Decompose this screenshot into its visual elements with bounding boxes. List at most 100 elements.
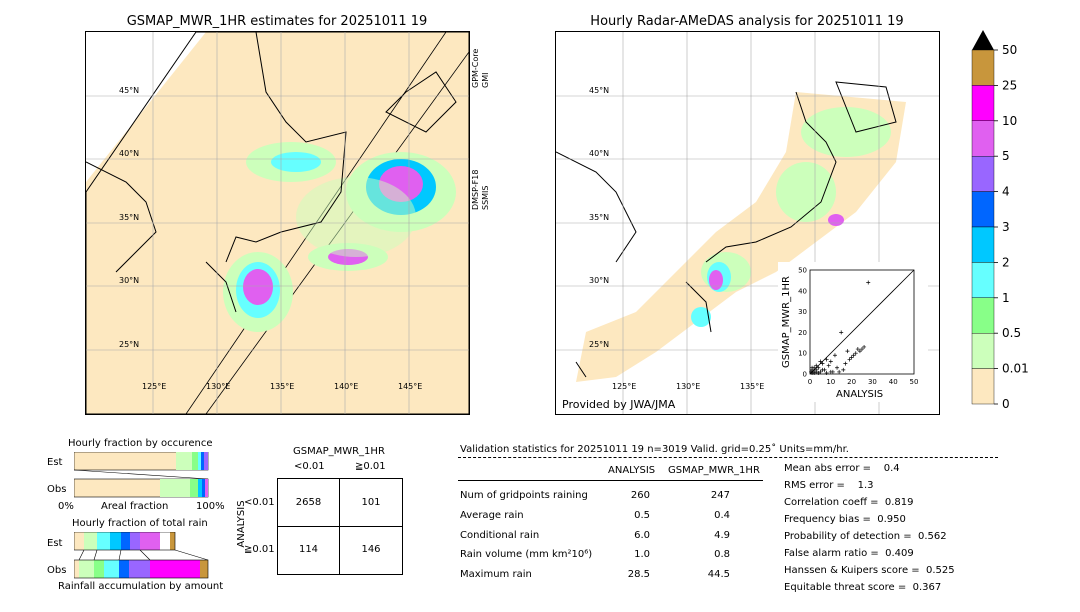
colorbar: 50 25 10 5 4 3 2 1 0.5 0.01 0 <box>971 30 1029 411</box>
colorbar-overflow-triangle <box>972 30 994 50</box>
colorbar-segment <box>971 368 995 405</box>
scatter-point <box>866 280 871 285</box>
scatter-point <box>849 355 854 360</box>
colorbar-label: 50 <box>1002 43 1017 57</box>
scatter-point <box>845 349 850 354</box>
frac-occ-title: Hourly fraction by occurence <box>68 438 213 449</box>
right-lat-label: 25°N <box>589 340 610 349</box>
ct-cell: 114 <box>298 544 319 555</box>
scatter-ytick: 10 <box>798 350 807 358</box>
scatter-point <box>832 353 837 358</box>
colorbar-label: 25 <box>1002 78 1017 92</box>
scatter-point <box>862 344 867 349</box>
colorbar-label: 0 <box>1002 397 1010 411</box>
colorbar-segment <box>971 262 995 298</box>
scatter-point <box>843 361 848 366</box>
colorbar-segment <box>971 226 995 263</box>
frac-occ-xr: 100% <box>196 501 225 512</box>
scatter-ytick: 40 <box>798 287 807 295</box>
scatter-ytick: 0 <box>803 371 807 379</box>
scatter-point <box>835 365 840 370</box>
scatter-xtick: 10 <box>826 378 835 386</box>
left-lat-label: 35°N <box>119 213 140 222</box>
right-lon-label: 135°E <box>740 382 765 391</box>
colorbar-segment <box>971 333 995 369</box>
val-row-label: Maximum rain <box>460 569 532 580</box>
sat-label-1a: GPM-Core <box>471 48 480 88</box>
scatter-xtick: 30 <box>868 378 877 386</box>
score: False alarm ratio = 0.409 <box>784 548 914 559</box>
ct-row-1: <0.01 <box>244 497 275 508</box>
scatter-point <box>812 365 817 370</box>
val-row-g: 247 <box>710 490 730 501</box>
val-row-label: Conditional rain <box>460 530 540 541</box>
frac-tot-row-est: Est <box>47 538 63 549</box>
colorbar-segment <box>971 49 995 86</box>
scatter-xtick: 20 <box>847 378 856 386</box>
colorbar-label: 4 <box>1002 185 1010 199</box>
scatter-point <box>837 369 842 374</box>
ct-cell: 101 <box>361 497 381 508</box>
left-lat-label: 30°N <box>119 276 140 285</box>
scatter-ytick: 50 <box>798 267 807 275</box>
ct-col-2: ≧0.01 <box>355 461 386 472</box>
val-row-a: 260 <box>630 490 650 501</box>
right-lon-label: 125°E <box>612 382 637 391</box>
left-lat-label: 45°N <box>119 86 140 95</box>
scatter-ylabel: GSMAP_MWR_1HR <box>781 276 792 368</box>
frac-occ-bars <box>74 452 209 498</box>
left-lat-label: 40°N <box>119 149 140 158</box>
right-lon-label: 130°E <box>676 382 701 391</box>
scatter-point <box>820 361 825 366</box>
score: Mean abs error = 0.4 <box>784 463 900 474</box>
val-row-g: 4.9 <box>714 530 730 541</box>
frac-occ-row-obs: Obs <box>47 484 67 495</box>
frac-tot-xlabel: Rainfall accumulation by amount <box>58 581 224 592</box>
scatter-point <box>841 367 846 372</box>
colorbar-label: 3 <box>1002 220 1010 234</box>
frac-occ-row-est: Est <box>47 457 63 468</box>
scatter-ylabel-wrap: GSMAP_MWR_1HR <box>781 272 795 372</box>
sat-label-1: GPM-Core GMI <box>471 28 493 88</box>
scatter-point <box>820 367 825 372</box>
colorbar-segment <box>971 297 995 334</box>
frac-tot-bars <box>74 532 209 579</box>
score: Equitable threat score = 0.367 <box>784 582 942 593</box>
scatter-point <box>851 353 856 358</box>
sat-label-2: DMSP-F18 SSMIS <box>471 160 493 210</box>
scatter-point <box>839 330 844 335</box>
colorbar-segment <box>971 120 995 157</box>
colorbar-segment <box>971 155 995 192</box>
left-map-title: GSMAP_MWR_1HR estimates for 20251011 19 <box>126 14 428 29</box>
right-lat-label: 35°N <box>589 213 610 222</box>
scatter-xtick: 50 <box>910 378 919 386</box>
colorbar-segment <box>971 191 995 228</box>
sat-label-2b: SSMIS <box>481 185 490 211</box>
scatter-point <box>824 357 829 362</box>
scatter-xtick: 40 <box>889 378 898 386</box>
frac-tot-row-obs: Obs <box>47 565 67 576</box>
left-lon-label: 130°E <box>206 382 231 391</box>
val-row-a: 0.5 <box>634 510 650 521</box>
ct-row-2: ≧0.01 <box>244 544 275 555</box>
val-row-a: 6.0 <box>634 530 650 541</box>
val-row-a: 1.0 <box>634 549 650 560</box>
sat-label-1b: GMI <box>481 72 490 88</box>
val-col-rule <box>458 480 763 481</box>
provider-label: Provided by JWA/JMA <box>562 398 676 411</box>
scatter-point <box>857 349 862 354</box>
scatter-point <box>855 347 860 352</box>
colorbar-label: 10 <box>1002 114 1017 128</box>
right-lat-label: 40°N <box>589 149 610 158</box>
val-row-label: Average rain <box>460 510 524 521</box>
colorbar-label: 1 <box>1002 291 1010 305</box>
scatter-ytick: 30 <box>798 308 807 316</box>
val-col-gsmap: GSMAP_MWR_1HR <box>668 465 760 476</box>
left-map-canvas <box>86 32 469 414</box>
right-map-title: Hourly Radar-AMeDAS analysis for 2025101… <box>590 14 904 29</box>
score: Probability of detection = 0.562 <box>784 531 947 542</box>
ct-cell: 146 <box>361 544 381 555</box>
val-row-label: Num of gridpoints raining <box>460 490 588 501</box>
scatter-point <box>814 363 819 368</box>
colorbar-label: 0.5 <box>1002 326 1021 340</box>
